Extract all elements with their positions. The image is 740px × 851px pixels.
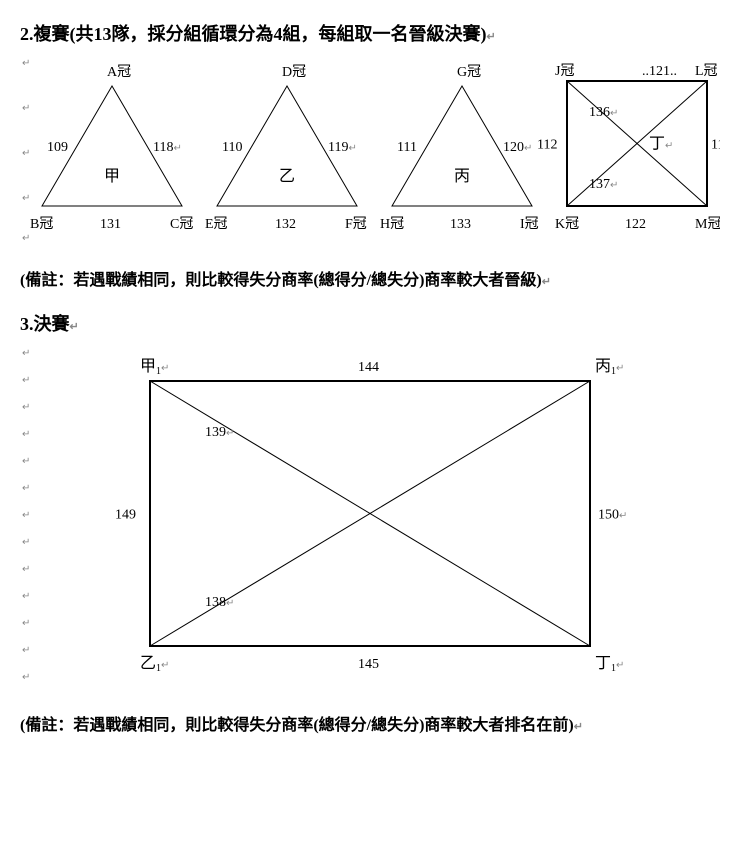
svg-text:↵: ↵ bbox=[22, 456, 30, 467]
svg-text:↵: ↵ bbox=[22, 564, 30, 575]
vertex-bl: K冠 bbox=[555, 217, 579, 232]
vertex-bl: E冠 bbox=[205, 217, 228, 232]
edge-left: 149 bbox=[115, 508, 136, 523]
svg-text:↵: ↵ bbox=[22, 58, 30, 69]
section2-note-text: (備註：若遇戰績相同，則比較得失分商率(總得分/總失分)商率較大者晉級) bbox=[20, 272, 542, 289]
vertex-top: A冠 bbox=[107, 65, 131, 80]
svg-text:↵: ↵ bbox=[22, 672, 30, 683]
edge-top: 144 bbox=[358, 360, 379, 375]
vertex-top: G冠 bbox=[457, 65, 481, 80]
return-mark: ↵ bbox=[574, 721, 583, 733]
diag-label-1: 139↵ bbox=[205, 425, 234, 440]
diag-label-2: 138↵ bbox=[205, 595, 234, 610]
group-name: 甲 bbox=[104, 168, 120, 185]
vertex-tr: 丙1↵ bbox=[595, 358, 624, 377]
edge-right: 113↵ bbox=[711, 138, 720, 153]
svg-text:↵: ↵ bbox=[22, 645, 30, 656]
edge-bottom: 145 bbox=[358, 657, 379, 672]
svg-text:↵: ↵ bbox=[22, 483, 30, 494]
svg-text:↵: ↵ bbox=[22, 193, 30, 204]
svg-text:↵: ↵ bbox=[22, 429, 30, 440]
svg-text:↵: ↵ bbox=[22, 103, 30, 114]
group-name: 丙 bbox=[454, 168, 470, 185]
vertex-br: 丁1↵ bbox=[595, 655, 624, 674]
return-mark: ↵ bbox=[70, 321, 79, 333]
svg-text:↵: ↵ bbox=[22, 510, 30, 521]
svg-text:↵: ↵ bbox=[22, 537, 30, 548]
edge-right: 120↵ bbox=[503, 140, 532, 155]
vertex-tl: 甲1↵ bbox=[140, 358, 169, 377]
svg-text:↵: ↵ bbox=[22, 618, 30, 629]
vertex-bl: H冠 bbox=[380, 217, 404, 232]
vertex-tr: L冠 bbox=[695, 64, 718, 79]
edge-bottom: 132 bbox=[275, 217, 296, 232]
edge-bottom: 122 bbox=[625, 217, 646, 232]
return-mark: ↵ bbox=[542, 276, 551, 288]
group-name: 丁↵ bbox=[649, 136, 673, 153]
diag-label-1: 136↵ bbox=[589, 105, 618, 120]
section2-diagram: ↵ ↵ ↵ ↵ ↵ A冠 B冠 C冠 109 118↵ 131 甲 D冠 E冠 F冠 110 119↵ 132 乙 G… bbox=[20, 56, 720, 251]
vertex-top: D冠 bbox=[282, 65, 306, 80]
edge-right: 150↵ bbox=[598, 508, 627, 523]
section3-heading-text: 3.決賽 bbox=[20, 314, 70, 334]
edge-left: 112 bbox=[537, 138, 557, 153]
section3-note: (備註：若遇戰績相同，則比較得失分商率(總得分/總失分)商率較大者排名在前)↵ bbox=[20, 711, 720, 735]
svg-text:↵: ↵ bbox=[22, 591, 30, 602]
vertex-tl: J冠 bbox=[555, 64, 574, 79]
edge-top: ..121.. bbox=[642, 64, 677, 79]
svg-text:↵: ↵ bbox=[22, 233, 30, 244]
edge-right: 118↵ bbox=[153, 140, 182, 155]
vertex-bl: B冠 bbox=[30, 217, 53, 232]
svg-text:↵: ↵ bbox=[22, 148, 30, 159]
edge-left: 109 bbox=[47, 140, 68, 155]
vertex-br: I冠 bbox=[520, 217, 539, 232]
vertex-br: C冠 bbox=[170, 217, 193, 232]
section2-heading-text: 2.複賽(共13隊，採分組循環分為4組，每組取一名晉級決賽) bbox=[20, 24, 487, 44]
vertex-br: M冠 bbox=[695, 217, 720, 232]
svg-text:↵: ↵ bbox=[22, 375, 30, 386]
diag-label-2: 137↵ bbox=[589, 177, 618, 192]
group-name: 乙 bbox=[279, 168, 295, 185]
section2-note: (備註：若遇戰績相同，則比較得失分商率(總得分/總失分)商率較大者晉級)↵ bbox=[20, 266, 720, 290]
section3-note-text: (備註：若遇戰績相同，則比較得失分商率(總得分/總失分)商率較大者排名在前) bbox=[20, 717, 574, 734]
section3-heading: 3.決賽↵ bbox=[20, 310, 720, 336]
vertex-br: F冠 bbox=[345, 217, 367, 232]
section3-diagram: ↵ ↵ ↵ ↵ ↵ ↵ ↵ ↵ ↵ ↵ ↵ ↵ ↵ 甲1↵ 丙1↵ 乙1↵ 丁1↵ 144 149 150↵ 145 13… bbox=[20, 346, 720, 696]
edge-left: 110 bbox=[222, 140, 242, 155]
svg-text:↵: ↵ bbox=[22, 348, 30, 359]
edge-bottom: 133 bbox=[450, 217, 471, 232]
svg-text:↵: ↵ bbox=[22, 402, 30, 413]
edge-right: 119↵ bbox=[328, 140, 357, 155]
vertex-bl: 乙1↵ bbox=[140, 655, 169, 674]
return-mark: ↵ bbox=[487, 31, 496, 43]
edge-bottom: 131 bbox=[100, 217, 121, 232]
section2-heading: 2.複賽(共13隊，採分組循環分為4組，每組取一名晉級決賽)↵ bbox=[20, 20, 720, 46]
edge-left: 111 bbox=[397, 140, 417, 155]
